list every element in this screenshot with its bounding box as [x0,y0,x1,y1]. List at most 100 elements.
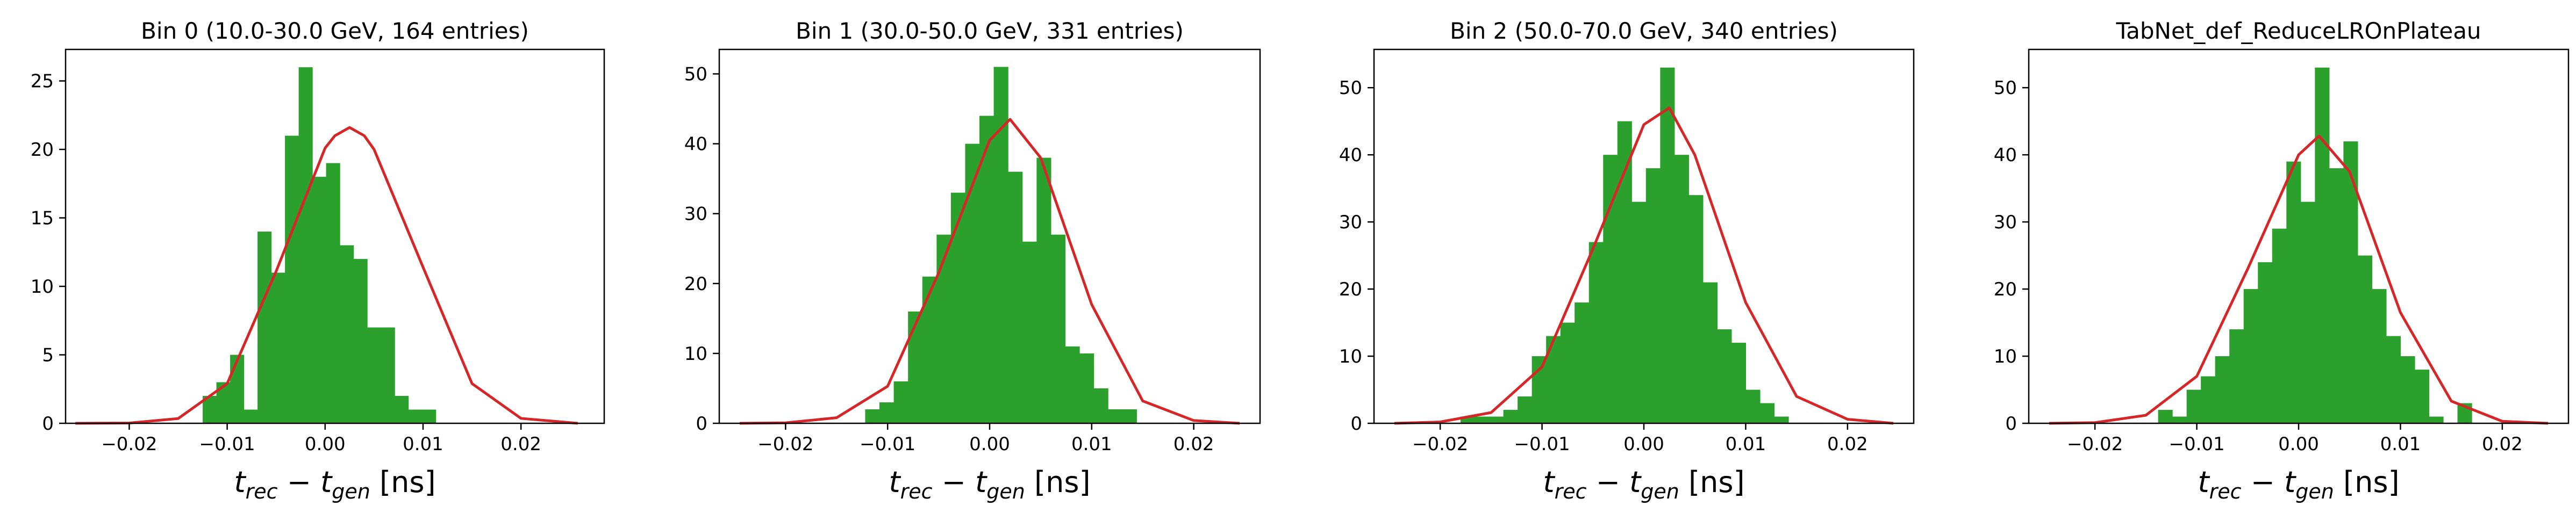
histogram-bar [1560,322,1575,423]
gaussian-fit-line [1394,106,1894,425]
histogram-bar [1588,242,1604,423]
axes-frame [65,48,605,424]
histogram-bar [257,232,272,423]
y-tick-label: 30 [1994,212,2017,233]
histogram-bar [993,67,1008,423]
x-tick-label: −0.01 [860,434,915,455]
chart-title: Bin 2 (50.0-70.0 GeV, 340 entries) [1450,18,1838,44]
y-tick-label: 10 [1339,346,1362,367]
histogram-bar [1036,157,1051,423]
histogram-bar [1745,389,1761,423]
y-tick-label: 0 [1350,413,1362,435]
histogram-bar [2172,416,2187,423]
chart-panel-1: −0.02 −0.01 0.00 0.01 0.02 0 10 20 30 40 50 Bin 1 (… [684,18,1261,503]
histogram-bar [422,409,437,423]
histogram-bar [408,409,423,423]
histogram-bar [2329,168,2344,423]
chart-panel-2: −0.02 −0.01 0.00 0.01 0.02 0 10 20 30 40 50 Bin 2 (… [1339,18,1915,503]
histogram-bar [2229,329,2244,423]
y-tick-label: 30 [1339,212,1362,233]
histogram-bar [2300,201,2315,423]
x-tick-label: 0.00 [1623,434,1664,455]
histogram-bar [2400,356,2415,423]
histogram-bar [1122,409,1137,423]
histogram-bar [2429,416,2444,423]
y-tick-label: 0 [2005,413,2017,435]
histogram-bar [1475,416,1490,423]
x-tick-label: 0.00 [2278,434,2319,455]
histogram-bar [395,396,409,423]
histogram-bar [2158,410,2173,423]
histogram-bar [2272,228,2287,423]
y-tick-label: 0 [42,413,54,435]
x-tick-label: −0.01 [1514,434,1570,455]
histogram-bar [1674,155,1689,423]
x-tick-label: −0.02 [1412,434,1468,455]
histogram-bar [2315,67,2330,424]
x-tick-label: −0.01 [2169,434,2224,455]
y-tick-label: 50 [1339,77,1362,99]
histogram-bar [230,355,245,423]
chart-title: Bin 0 (10.0-30.0 GeV, 164 entries) [141,18,529,44]
y-tick-label: 30 [684,204,707,225]
histogram-bar [1759,403,1775,423]
x-axis-label: trec − tgen [ns] [889,465,1090,503]
histogram-bar [1688,195,1704,423]
x-tick-label: 0.01 [2380,434,2421,455]
histogram-bar [1731,343,1747,423]
histogram-bar [1575,302,1590,423]
histogram-bar [2243,289,2258,423]
x-tick-label: 0.02 [1827,434,1868,455]
histogram-bar [326,163,340,423]
histogram-bar [1717,329,1732,423]
y-tick-label: 5 [42,345,54,366]
y-tick-label: 20 [1994,279,2017,300]
histogram-bar [353,259,368,423]
histogram-bar [2386,336,2401,423]
x-tick-label: −0.02 [2067,434,2123,455]
histogram-bar [1022,241,1037,423]
x-axis-label: trec − tgen [ns] [234,465,435,503]
histogram-bar [1660,67,1675,424]
x-tick-label: −0.01 [199,434,255,455]
histogram-bar [1065,346,1080,423]
histogram-bar [950,192,966,423]
y-tick-label: 40 [684,134,707,155]
histogram-bar [340,245,354,423]
gaussian-fit-line [739,118,1240,425]
histogram-bar [2258,262,2273,423]
histogram-bar [1617,121,1632,423]
histogram-bar [865,409,880,423]
x-tick-label: −0.02 [101,434,157,455]
histogram-bar [1503,410,1518,423]
chart-panel-3: −0.02 −0.01 0.00 0.01 0.02 0 10 20 30 40 50 TabNet_… [1994,18,2570,503]
histogram-bar [965,143,980,423]
x-tick-label: 0.02 [2482,434,2523,455]
histogram-bar [2343,141,2358,423]
histogram-bar [2201,376,2216,423]
y-tick-label: 40 [1339,145,1362,166]
x-tick-label: 0.02 [500,434,541,455]
y-tick-label: 10 [684,343,707,365]
histogram-bar [1079,353,1094,423]
histogram-bar [312,177,327,423]
histogram-bar [1489,416,1504,423]
histogram-bar [285,135,299,423]
histogram-bar [1108,409,1123,423]
histogram-bar [2372,289,2387,423]
histogram-bar [936,234,951,423]
histogram-bar [2286,161,2301,423]
x-tick-label: 0.01 [1071,434,1112,455]
histogram-bar [367,327,382,423]
histogram-bar [298,67,313,423]
histogram-bar [1774,416,1789,423]
x-tick-label: 0.02 [1173,434,1214,455]
histogram-bar [1008,171,1023,423]
histogram-bar [2186,389,2201,423]
x-tick-label: 0.00 [305,434,346,455]
histogram-bar [908,311,923,423]
y-tick-label: 20 [1339,279,1362,300]
y-tick-label: 0 [696,413,707,435]
